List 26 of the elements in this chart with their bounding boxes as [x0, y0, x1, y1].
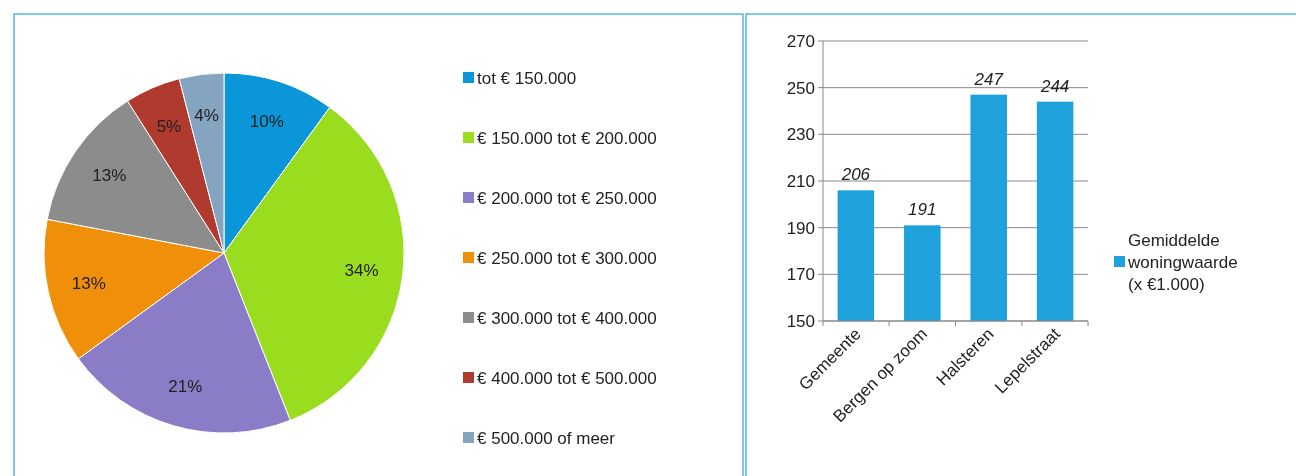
data-label: 34% [344, 261, 379, 281]
data-label: 13% [92, 166, 127, 186]
legend-label: € 500.000 of meer [477, 429, 616, 448]
data-label: 5% [156, 116, 182, 136]
data-label: 247 [973, 69, 1004, 89]
y-tick-label: 210 [786, 172, 815, 191]
y-tick-label: 150 [786, 312, 815, 331]
legend-label: tot € 150.000 [477, 69, 577, 88]
data-label: 191 [908, 200, 937, 220]
legend-label: € 200.000 tot € 250.000 [477, 189, 657, 208]
data-label: 206 [840, 165, 871, 185]
data-label: 4% [194, 106, 219, 126]
legend-label: € 150.000 tot € 200.000 [477, 129, 657, 148]
data-label: 21% [168, 377, 203, 397]
legend-label: € 300.000 tot € 400.000 [477, 309, 657, 328]
y-tick-label: 270 [786, 32, 815, 51]
legend-label: € 250.000 tot € 300.000 [477, 249, 657, 268]
legend-label: Gemiddelde woningwaarde (x €1.000) [1127, 231, 1238, 294]
y-tick-label: 230 [786, 125, 815, 145]
legend-label: € 400.000 tot € 500.000 [477, 369, 657, 388]
y-tick-label: 170 [786, 265, 815, 285]
data-label: 13% [71, 274, 106, 294]
data-label: 10% [249, 112, 284, 132]
y-tick-label: 250 [786, 78, 815, 98]
y-tick-label: 190 [786, 218, 815, 238]
data-label: 244 [1039, 76, 1070, 96]
